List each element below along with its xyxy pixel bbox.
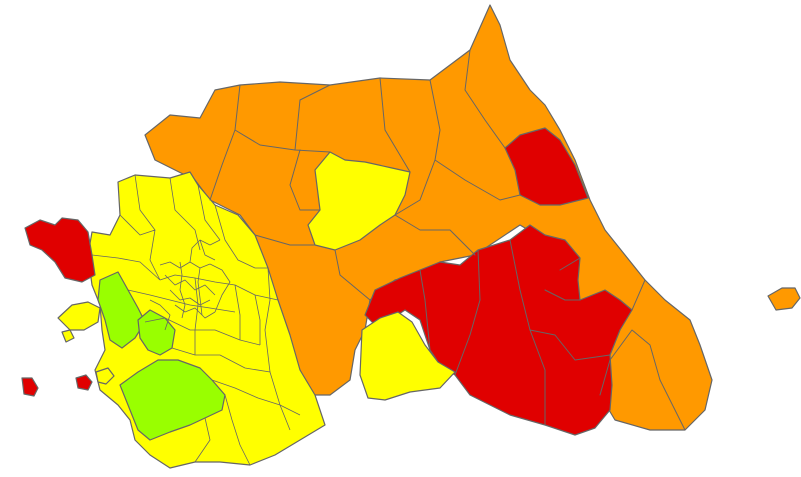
region-island-east-orange[interactable] xyxy=(767,287,801,311)
district-boundaries-west xyxy=(91,174,301,466)
region-island-yellow[interactable] xyxy=(57,301,101,331)
region-islet-red-1[interactable] xyxy=(21,377,39,397)
district-boundaries-orange xyxy=(209,49,686,431)
district-boundaries-red xyxy=(419,239,611,426)
region-islet-yellow-1[interactable] xyxy=(95,367,115,385)
region-east-coast[interactable] xyxy=(504,127,589,206)
region-south-yellow[interactable] xyxy=(359,311,456,401)
region-islet-yellow-2[interactable] xyxy=(61,329,75,343)
region-west-lime-north[interactable] xyxy=(97,271,146,349)
region-islet-red-2[interactable] xyxy=(75,374,93,391)
region-west-lime-south[interactable] xyxy=(119,359,226,441)
region-island-red[interactable] xyxy=(24,217,96,283)
district-boundaries-metro xyxy=(149,239,231,331)
